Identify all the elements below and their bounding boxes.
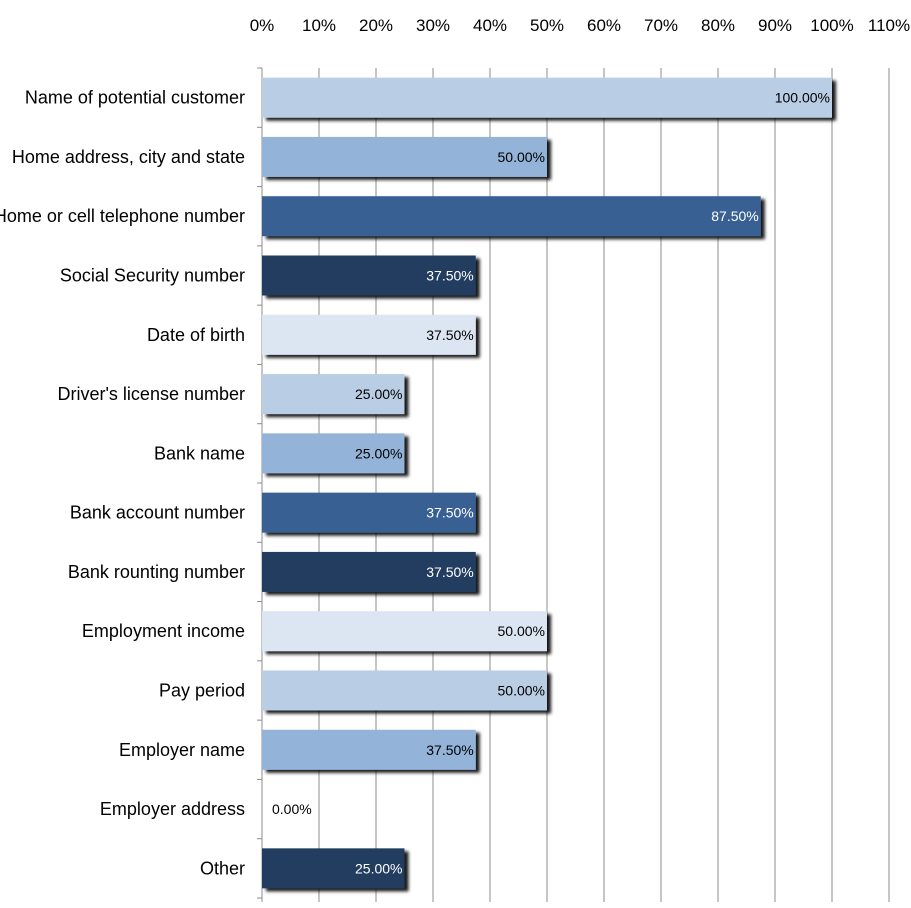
bar	[262, 611, 547, 652]
x-tick-label: 60%	[587, 16, 621, 35]
bar	[262, 374, 405, 415]
value-label: 25.00%	[355, 445, 402, 461]
bar	[262, 433, 405, 474]
category-labels: Name of potential customer Home address, …	[0, 88, 245, 879]
x-tick-label: 10%	[302, 16, 336, 35]
x-tick-label: 20%	[359, 16, 393, 35]
bar	[262, 551, 476, 592]
x-tick-label: 30%	[416, 16, 450, 35]
category-label: Bank account number	[70, 503, 245, 523]
value-label: 25.00%	[355, 386, 402, 402]
x-tick-label: 100%	[810, 16, 853, 35]
category-label: Employment income	[82, 621, 245, 641]
bar	[262, 492, 476, 533]
category-label: Home address, city and state	[12, 147, 245, 167]
x-tick-label: 50%	[530, 16, 564, 35]
category-label: Employer name	[119, 740, 245, 760]
category-label: Driver's license number	[58, 384, 246, 404]
x-tick-label: 80%	[701, 16, 735, 35]
bar	[262, 848, 405, 889]
x-tick-label: 70%	[644, 16, 678, 35]
category-label: Social Security number	[60, 266, 245, 286]
category-label: Other	[200, 858, 245, 878]
bar	[262, 196, 761, 237]
bar	[262, 314, 476, 355]
bar	[262, 77, 832, 118]
category-label: Bank name	[154, 443, 245, 463]
value-label: 37.50%	[426, 268, 473, 284]
value-label: 37.50%	[426, 327, 473, 343]
x-tick-label: 40%	[473, 16, 507, 35]
category-label: Bank rounting number	[68, 562, 245, 582]
category-label: Home or cell telephone number	[0, 206, 245, 226]
x-tick-label: 90%	[758, 16, 792, 35]
y-axis	[257, 67, 263, 902]
x-tick-label: 0%	[250, 16, 275, 35]
value-label: 25.00%	[355, 860, 402, 876]
category-label: Date of birth	[147, 325, 245, 345]
bar	[262, 136, 547, 177]
value-label: 37.50%	[426, 742, 473, 758]
x-axis-ticks: 0% 10% 20% 30% 40% 50% 60% 70% 80% 90% 100% 110%	[250, 16, 910, 35]
gridlines	[261, 68, 890, 902]
value-label: 37.50%	[426, 564, 473, 580]
bar	[262, 729, 476, 770]
value-label: 37.50%	[426, 505, 473, 521]
value-label: 50.00%	[498, 149, 545, 165]
value-label: 0.00%	[272, 801, 312, 817]
value-label: 100.00%	[775, 90, 830, 106]
value-label: 87.50%	[711, 208, 758, 224]
bar	[262, 255, 476, 296]
bars	[262, 77, 832, 889]
x-tick-label: 110%	[868, 16, 910, 35]
category-label: Name of potential customer	[25, 88, 245, 108]
value-label: 50.00%	[498, 623, 545, 639]
value-label: 50.00%	[498, 683, 545, 699]
category-label: Pay period	[159, 681, 245, 701]
bar	[262, 670, 547, 711]
category-label: Employer address	[100, 799, 245, 819]
value-labels: 100.00% 50.00% 87.50% 37.50% 37.50% 25.00% 25.…	[272, 90, 830, 877]
